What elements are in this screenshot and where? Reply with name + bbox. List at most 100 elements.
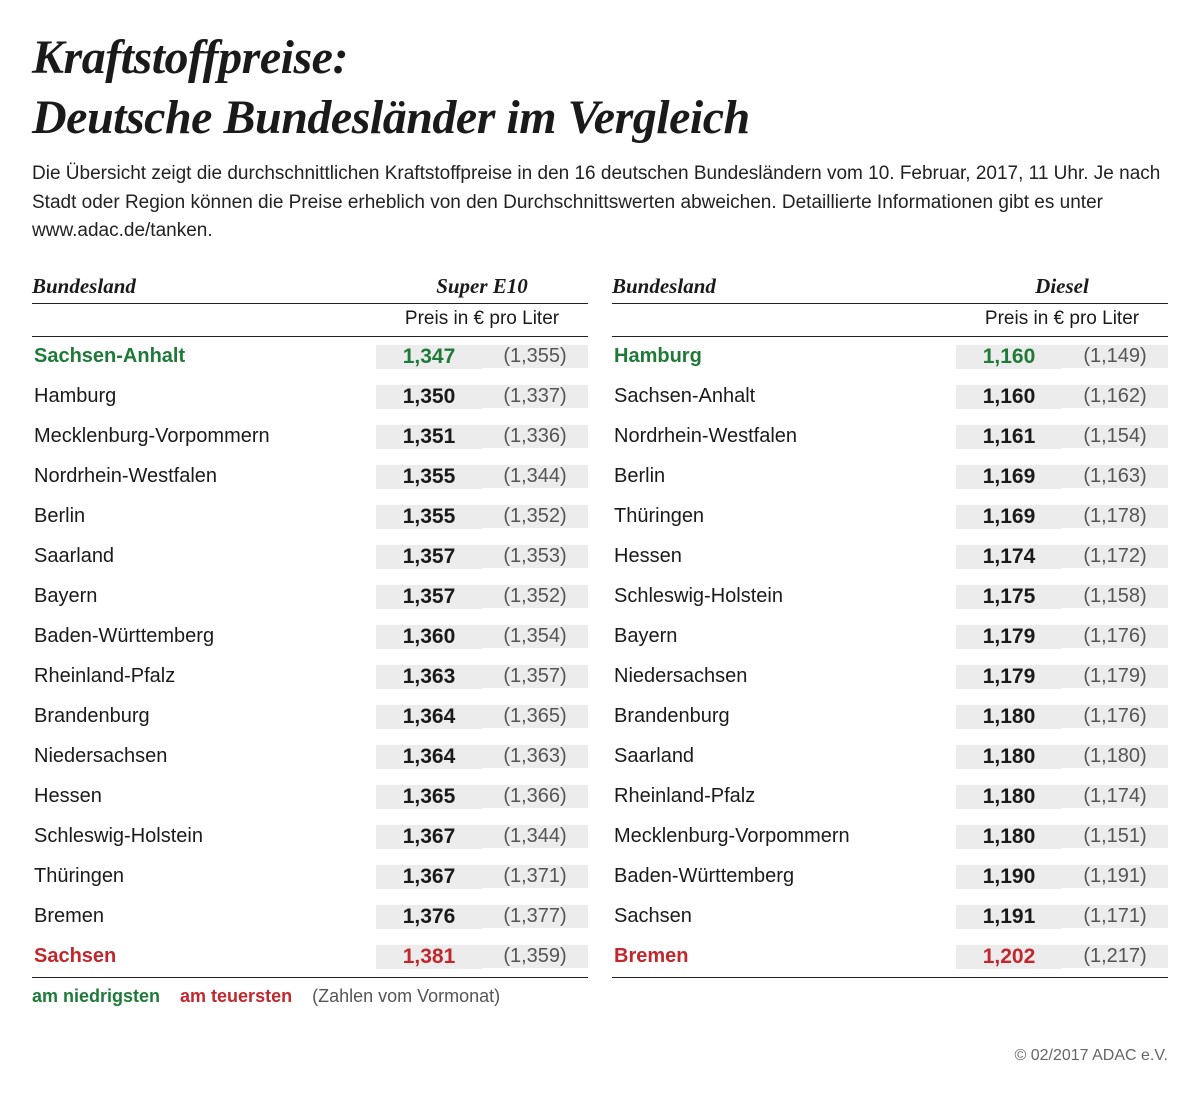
col-header-land: Bundesland <box>612 274 956 299</box>
row-land: Thüringen <box>612 505 956 528</box>
row-land: Baden-Württemberg <box>612 865 956 888</box>
table-row: Brandenburg1,180(1,176) <box>612 697 1168 737</box>
table-row: Hessen1,365(1,366) <box>32 777 588 817</box>
title-line-2: Deutsche Bundesländer im Vergleich <box>32 91 750 144</box>
row-price: 1,357 <box>376 585 482 609</box>
table-row: Schleswig-Holstein1,367(1,344) <box>32 817 588 857</box>
row-price: 1,367 <box>376 825 482 849</box>
table-row: Bremen1,202(1,217) <box>612 937 1168 977</box>
row-price: 1,355 <box>376 465 482 489</box>
row-price: 1,351 <box>376 425 482 449</box>
row-land: Niedersachsen <box>612 665 956 688</box>
row-land: Sachsen <box>612 905 956 928</box>
row-prev: (1,366) <box>482 785 588 808</box>
row-prev: (1,336) <box>482 425 588 448</box>
row-price: 1,179 <box>956 665 1062 689</box>
intro-text: Die Übersicht zeigt die durchschnittlich… <box>32 160 1168 246</box>
row-prev: (1,158) <box>1062 585 1168 608</box>
row-prev: (1,359) <box>482 945 588 968</box>
row-prev: (1,365) <box>482 705 588 728</box>
row-prev: (1,149) <box>1062 345 1168 368</box>
table-row: Saarland1,357(1,353) <box>32 537 588 577</box>
table-row: Bremen1,376(1,377) <box>32 897 588 937</box>
row-prev: (1,357) <box>482 665 588 688</box>
row-prev: (1,179) <box>1062 665 1168 688</box>
row-land: Sachsen-Anhalt <box>32 345 376 368</box>
table-row: Hamburg1,160(1,149) <box>612 337 1168 377</box>
row-prev: (1,178) <box>1062 505 1168 528</box>
row-prev: (1,176) <box>1062 705 1168 728</box>
row-land: Bayern <box>32 585 376 608</box>
row-land: Saarland <box>612 745 956 768</box>
row-prev: (1,354) <box>482 625 588 648</box>
row-price: 1,180 <box>956 745 1062 769</box>
table-row: Niedersachsen1,179(1,179) <box>612 657 1168 697</box>
table-row: Bayern1,357(1,352) <box>32 577 588 617</box>
row-price: 1,360 <box>376 625 482 649</box>
legend-low: am niedrigsten <box>32 986 160 1007</box>
row-prev: (1,217) <box>1062 945 1168 968</box>
row-prev: (1,352) <box>482 585 588 608</box>
row-price: 1,367 <box>376 865 482 889</box>
table-row: Baden-Württemberg1,360(1,354) <box>32 617 588 657</box>
table-row: Mecklenburg-Vorpommern1,180(1,151) <box>612 817 1168 857</box>
row-land: Berlin <box>32 505 376 528</box>
table-row: Nordrhein-Westfalen1,161(1,154) <box>612 417 1168 457</box>
row-price: 1,355 <box>376 505 482 529</box>
table-row: Sachsen1,191(1,171) <box>612 897 1168 937</box>
credit-text: © 02/2017 ADAC e.V. <box>32 1047 1168 1065</box>
row-land: Bremen <box>32 905 376 928</box>
row-prev: (1,344) <box>482 465 588 488</box>
table-row: Thüringen1,367(1,371) <box>32 857 588 897</box>
fuel-table-1: BundeslandDieselPreis in € pro LiterHamb… <box>612 274 1168 1007</box>
table-row: Thüringen1,169(1,178) <box>612 497 1168 537</box>
row-price: 1,376 <box>376 905 482 929</box>
table-row: Mecklenburg-Vorpommern1,351(1,336) <box>32 417 588 457</box>
col-spacer <box>612 308 956 330</box>
row-land: Saarland <box>32 545 376 568</box>
row-land: Rheinland-Pfalz <box>32 665 376 688</box>
row-prev: (1,162) <box>1062 385 1168 408</box>
row-land: Sachsen <box>32 945 376 968</box>
row-price: 1,365 <box>376 785 482 809</box>
row-price: 1,161 <box>956 425 1062 449</box>
row-price: 1,363 <box>376 665 482 689</box>
table-row: Berlin1,355(1,352) <box>32 497 588 537</box>
row-prev: (1,180) <box>1062 745 1168 768</box>
page-title: Kraftstoffpreise: Deutsche Bundesländer … <box>32 28 1168 148</box>
row-price: 1,180 <box>956 785 1062 809</box>
table-row: Rheinland-Pfalz1,363(1,357) <box>32 657 588 697</box>
row-price: 1,347 <box>376 345 482 369</box>
table-row: Sachsen1,381(1,359) <box>32 937 588 977</box>
row-price: 1,160 <box>956 345 1062 369</box>
row-price: 1,180 <box>956 705 1062 729</box>
row-price: 1,175 <box>956 585 1062 609</box>
row-land: Nordrhein-Westfalen <box>32 465 376 488</box>
table-row: Sachsen-Anhalt1,160(1,162) <box>612 377 1168 417</box>
row-price: 1,169 <box>956 465 1062 489</box>
row-land: Brandenburg <box>612 705 956 728</box>
row-prev: (1,172) <box>1062 545 1168 568</box>
table-row: Hamburg1,350(1,337) <box>32 377 588 417</box>
row-land: Schleswig-Holstein <box>612 585 956 608</box>
row-land: Schleswig-Holstein <box>32 825 376 848</box>
row-prev: (1,191) <box>1062 865 1168 888</box>
row-price: 1,190 <box>956 865 1062 889</box>
row-prev: (1,377) <box>482 905 588 928</box>
table-row: Sachsen-Anhalt1,347(1,355) <box>32 337 588 377</box>
row-price: 1,202 <box>956 945 1062 969</box>
row-prev: (1,363) <box>482 745 588 768</box>
row-land: Baden-Württemberg <box>32 625 376 648</box>
row-land: Rheinland-Pfalz <box>612 785 956 808</box>
row-land: Brandenburg <box>32 705 376 728</box>
row-prev: (1,176) <box>1062 625 1168 648</box>
row-land: Hamburg <box>32 385 376 408</box>
row-price: 1,364 <box>376 745 482 769</box>
row-prev: (1,371) <box>482 865 588 888</box>
row-prev: (1,352) <box>482 505 588 528</box>
title-line-1: Kraftstoffpreise: <box>32 31 348 84</box>
legend-high: am teuersten <box>180 986 292 1007</box>
row-land: Sachsen-Anhalt <box>612 385 956 408</box>
row-land: Bayern <box>612 625 956 648</box>
tables-container: BundeslandSuper E10Preis in € pro LiterS… <box>32 274 1168 1007</box>
